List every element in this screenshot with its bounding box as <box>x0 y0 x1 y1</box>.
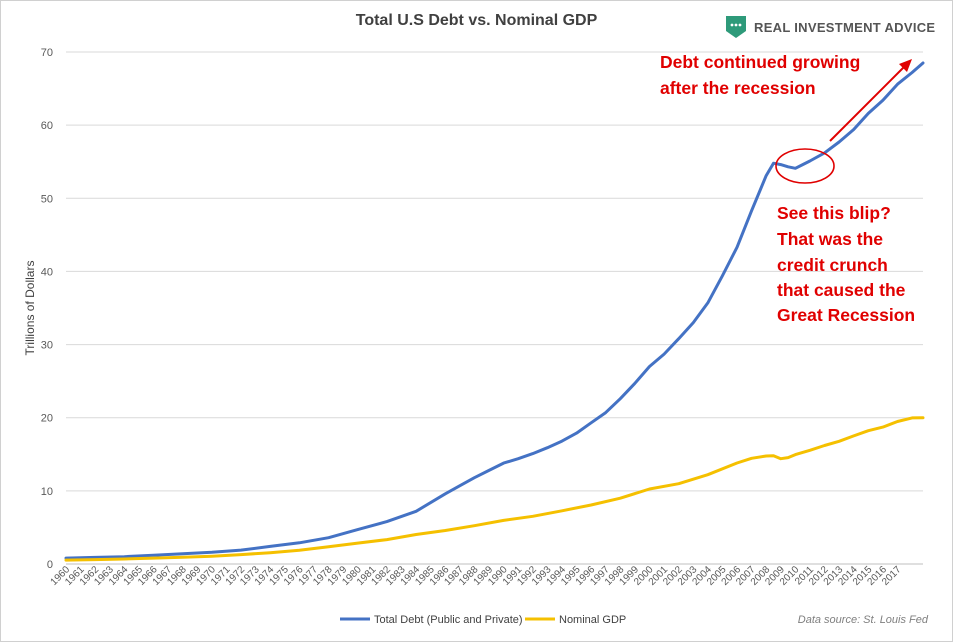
annotation-blip-line: That was the <box>777 229 883 249</box>
annotation-arrowhead <box>899 59 912 72</box>
legend-label-total-debt: Total Debt (Public and Private) <box>374 614 523 626</box>
annotation-growth: Debt continued growing after the recessi… <box>660 52 865 98</box>
annotation-growth-line: after the recession <box>660 78 816 98</box>
series-line-nominal-gdp <box>64 416 925 562</box>
annotation-arrow-line <box>829 64 907 142</box>
y-tick-label: 40 <box>41 266 53 278</box>
brand-header: REAL INVESTMENT ADVICE <box>724 14 935 40</box>
brand-name: REAL INVESTMENT ADVICE <box>754 19 936 35</box>
chart-title: Total U.S Debt vs. Nominal GDP <box>355 12 598 29</box>
data-source-note: Data source: St. Louis Fed <box>798 614 929 626</box>
annotation-growth-line: Debt continued growing <box>660 52 860 72</box>
y-tick-label: 30 <box>41 340 53 352</box>
series-line-total-debt <box>64 61 925 560</box>
x-axis-ticks: 1960196119621963196419651966196719681969… <box>49 564 904 588</box>
series-layer <box>64 61 925 562</box>
legend: Total Debt (Public and Private) Nominal … <box>340 614 626 626</box>
y-tick-label: 50 <box>41 193 53 205</box>
y-tick-label: 10 <box>41 486 53 498</box>
annotation-blip-line: that caused the <box>777 280 906 300</box>
annotation-blip-line: Great Recession <box>777 305 915 325</box>
brand-logo-icon <box>726 16 746 38</box>
annotation-blip: See this blip? That was the credit crunc… <box>777 203 915 325</box>
y-tick-label: 20 <box>41 413 53 425</box>
blip-highlight-circle <box>775 148 835 184</box>
y-tick-label: 0 <box>47 559 53 571</box>
y-axis-label: Trillions of Dollars <box>23 261 37 356</box>
y-tick-label: 70 <box>41 47 53 59</box>
gridlines <box>66 51 923 492</box>
legend-label-nominal-gdp: Nominal GDP <box>559 614 626 626</box>
annotation-blip-line: See this blip? <box>777 203 891 223</box>
annotation-blip-line: credit crunch <box>777 255 888 275</box>
y-tick-label: 60 <box>41 120 53 132</box>
y-axis-ticks: 0 10 20 30 40 50 60 70 <box>41 47 53 571</box>
